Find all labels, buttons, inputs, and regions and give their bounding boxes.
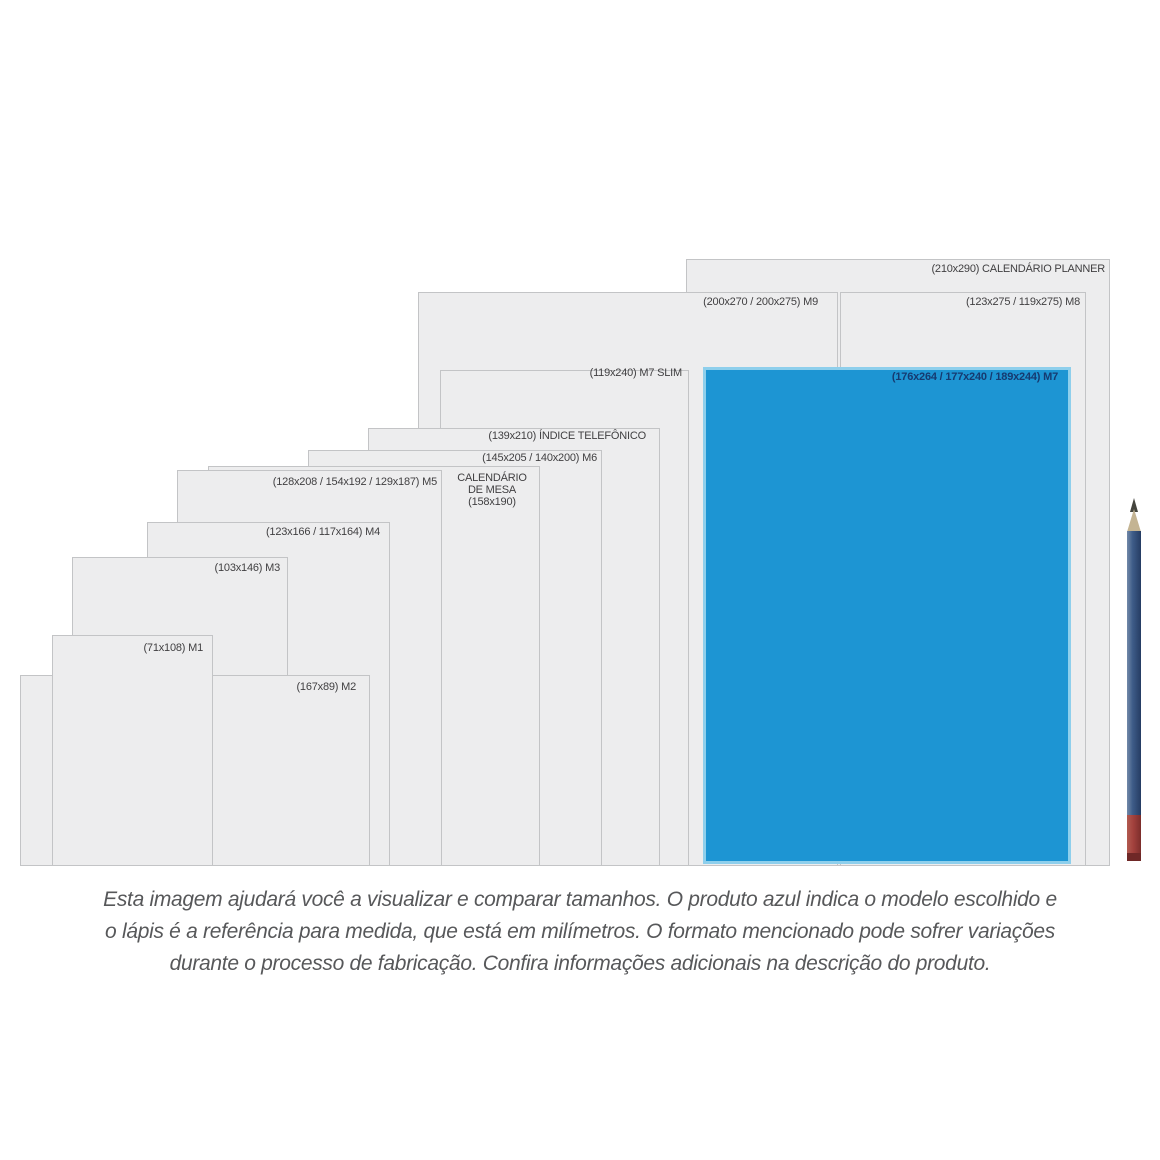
size-label-m4: (123x166 / 117x164) M4 — [265, 526, 380, 538]
size-label-m1: (71x108) M1 — [143, 642, 203, 654]
size-label-calendario-planner: (210x290) CALENDÁRIO PLANNER — [931, 263, 1105, 275]
size-rect-m1 — [52, 635, 213, 866]
pencil-red-tip-icon — [1127, 815, 1141, 853]
pencil-red-end-icon — [1127, 853, 1141, 861]
size-label-m3: (103x146) M3 — [214, 562, 281, 574]
caption-line-3: durante o processo de fabricação. Confir… — [169, 952, 991, 975]
size-label-m6: (145x205 / 140x200) M6 — [482, 452, 597, 464]
size-label-m9: (200x270 / 200x275) M9 — [703, 296, 818, 308]
caption-line-2: o lápis é a referência para medida, que … — [105, 920, 1055, 943]
pencil-body-icon — [1127, 531, 1141, 815]
caption-line-1: Esta imagem ajudará você a visualizar e … — [103, 888, 1057, 911]
size-rect-m7 — [703, 367, 1071, 864]
size-label-m7-slim: (119x240) M7 SLIM — [589, 367, 683, 379]
size-label-m7: (176x264 / 177x240 / 189x244) M7 — [891, 371, 1058, 383]
pencil-lead-tip-icon — [1130, 498, 1138, 512]
size-label-calendario-de-mesa: CALENDÁRIO DE MESA (158x190) — [457, 472, 527, 508]
size-label-indice-telefonico: (139x210) ÍNDICE TELEFÔNICO — [488, 430, 646, 442]
pencil-wood-cone-icon — [1127, 509, 1141, 532]
caption-text: Esta imagem ajudará você a visualizar e … — [0, 884, 1160, 980]
size-label-m2: (167x89) M2 — [296, 681, 356, 693]
size-label-m5: (128x208 / 154x192 / 129x187) M5 — [272, 476, 437, 488]
size-label-m8: (123x275 / 119x275) M8 — [965, 296, 1080, 308]
